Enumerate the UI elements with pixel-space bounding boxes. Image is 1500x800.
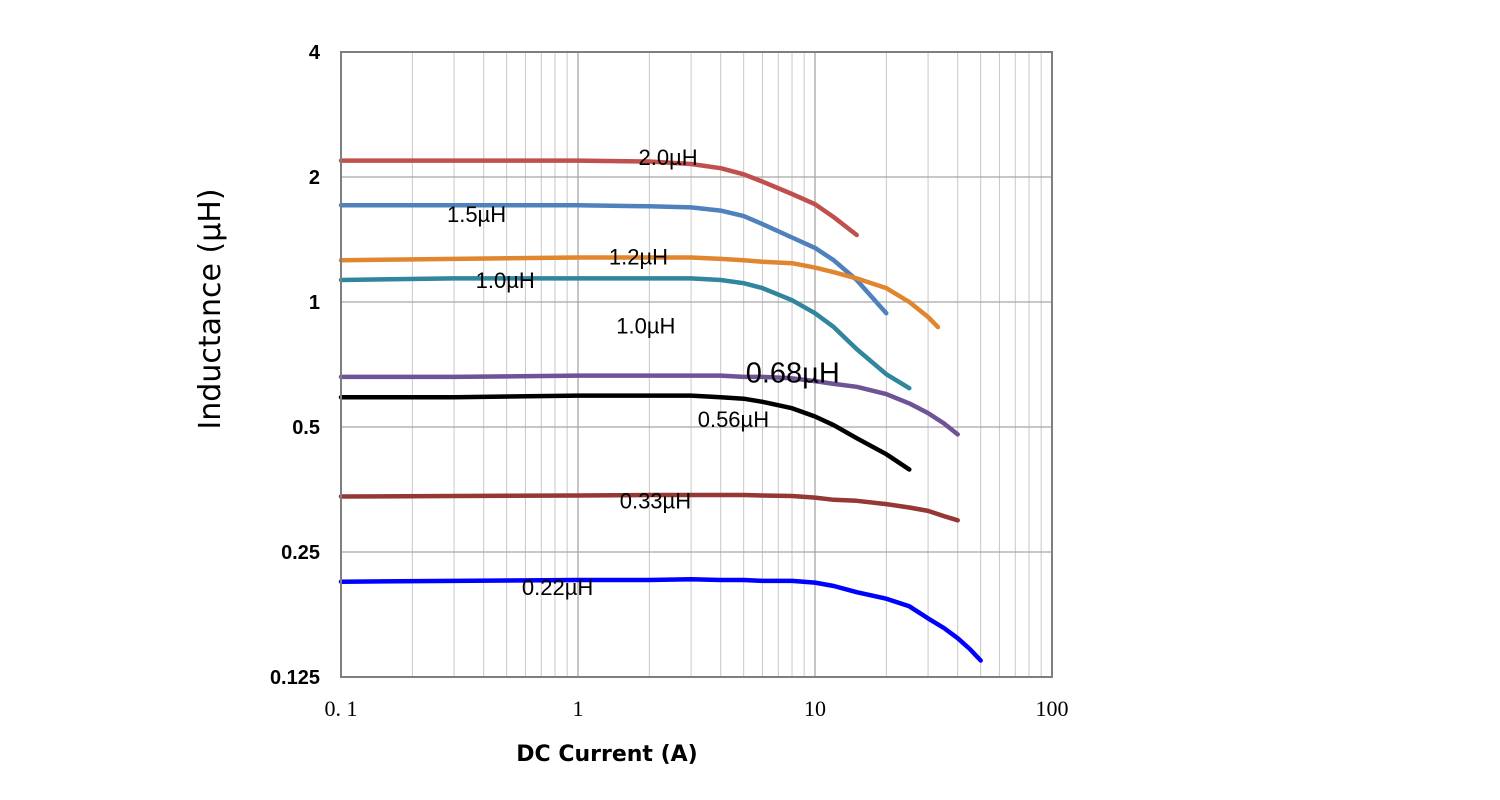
series-line xyxy=(338,393,912,472)
y-tick-label: 1 xyxy=(309,292,320,314)
x-tick-labels: 0. 1 1 10 100 xyxy=(325,696,1069,721)
y-tick-label: 4 xyxy=(309,42,321,64)
series-annotation: 0.56µH xyxy=(698,407,769,432)
series-annotation: 2.0µH xyxy=(638,145,697,170)
series-annotation: 1.2µH xyxy=(609,245,668,270)
series-group xyxy=(338,158,983,663)
y-tick-label: 0.125 xyxy=(270,667,320,689)
y-tick-label: 0.25 xyxy=(281,542,320,564)
x-tick-label: 0. 1 xyxy=(325,696,358,721)
series-line xyxy=(338,276,912,391)
x-axis-label: DC Current (A) xyxy=(516,742,697,767)
series-line xyxy=(338,203,889,316)
series-annotation: 1.0µH xyxy=(616,313,675,338)
y-tick-label: 2 xyxy=(309,167,320,189)
grid-minor xyxy=(411,52,1042,677)
series-annotation: 0.68µH xyxy=(746,357,840,389)
series-annotation: 1.5µH xyxy=(447,202,506,227)
plot-frame xyxy=(340,51,1053,678)
series-line xyxy=(338,255,941,330)
series-annotations: 2.0µH 1.5µH 1.2µH 1.0µH 1.0µH 0.68µH 0.56µH 0.3… xyxy=(447,145,840,600)
series-line xyxy=(338,492,960,523)
y-tick-labels: 4 2 1 0.5 0.25 0.125 xyxy=(270,42,321,689)
x-tick-label: 100 xyxy=(1036,696,1069,721)
y-tick-label: 0.5 xyxy=(292,417,320,439)
y-axis-label: Inductance (µH) xyxy=(193,188,228,429)
x-tick-label: 1 xyxy=(573,696,584,721)
x-tick-label: 10 xyxy=(804,696,826,721)
series-annotation: 0.22µH xyxy=(522,575,593,600)
series-line xyxy=(338,373,960,437)
series-annotation: 1.0µH xyxy=(476,268,535,293)
series-annotation: 0.33µH xyxy=(620,489,691,514)
series-line xyxy=(338,576,983,663)
series-line xyxy=(338,158,859,238)
